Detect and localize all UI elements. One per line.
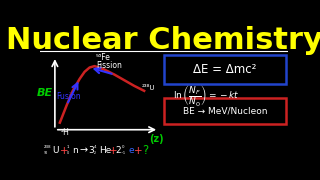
Text: e: e <box>128 146 134 155</box>
Text: BE: BE <box>37 88 53 98</box>
Text: ⁰: ⁰ <box>121 146 124 151</box>
Text: $\ln\left(\dfrac{N_F}{N_0}\right) = -kt$: $\ln\left(\dfrac{N_F}{N_0}\right) = -kt$ <box>173 83 239 108</box>
Text: ₋₁: ₋₁ <box>121 150 126 155</box>
Text: Fusion: Fusion <box>56 92 81 101</box>
Text: ⁵⁶Fe: ⁵⁶Fe <box>96 53 111 62</box>
Text: ¹: ¹ <box>67 146 69 151</box>
Text: BE → MeV/Nucleon: BE → MeV/Nucleon <box>182 107 267 116</box>
Text: ²³⁸: ²³⁸ <box>44 146 51 151</box>
Text: 2: 2 <box>116 146 121 155</box>
Text: 3: 3 <box>88 146 94 155</box>
Text: +: + <box>134 146 143 156</box>
Text: ⁴: ⁴ <box>94 146 97 151</box>
Text: He: He <box>99 146 111 155</box>
Text: ²³⁸U: ²³⁸U <box>142 85 155 91</box>
Text: +: + <box>109 146 117 156</box>
Text: ₀: ₀ <box>67 150 69 155</box>
Text: Nuclear Chemistry: Nuclear Chemistry <box>5 26 320 55</box>
Text: ΔE = Δmc²: ΔE = Δmc² <box>193 63 256 76</box>
Text: (z): (z) <box>149 134 164 144</box>
Text: ²H: ²H <box>61 128 70 137</box>
Text: ₂: ₂ <box>94 150 96 155</box>
Text: ₉₂: ₉₂ <box>44 150 48 155</box>
FancyBboxPatch shape <box>164 55 285 84</box>
Text: Fission: Fission <box>97 61 122 70</box>
Text: U: U <box>52 146 59 155</box>
Text: ?: ? <box>142 144 148 157</box>
Text: →: → <box>79 146 87 156</box>
Text: +: + <box>60 146 68 156</box>
Text: n: n <box>72 146 78 155</box>
FancyBboxPatch shape <box>164 98 285 124</box>
